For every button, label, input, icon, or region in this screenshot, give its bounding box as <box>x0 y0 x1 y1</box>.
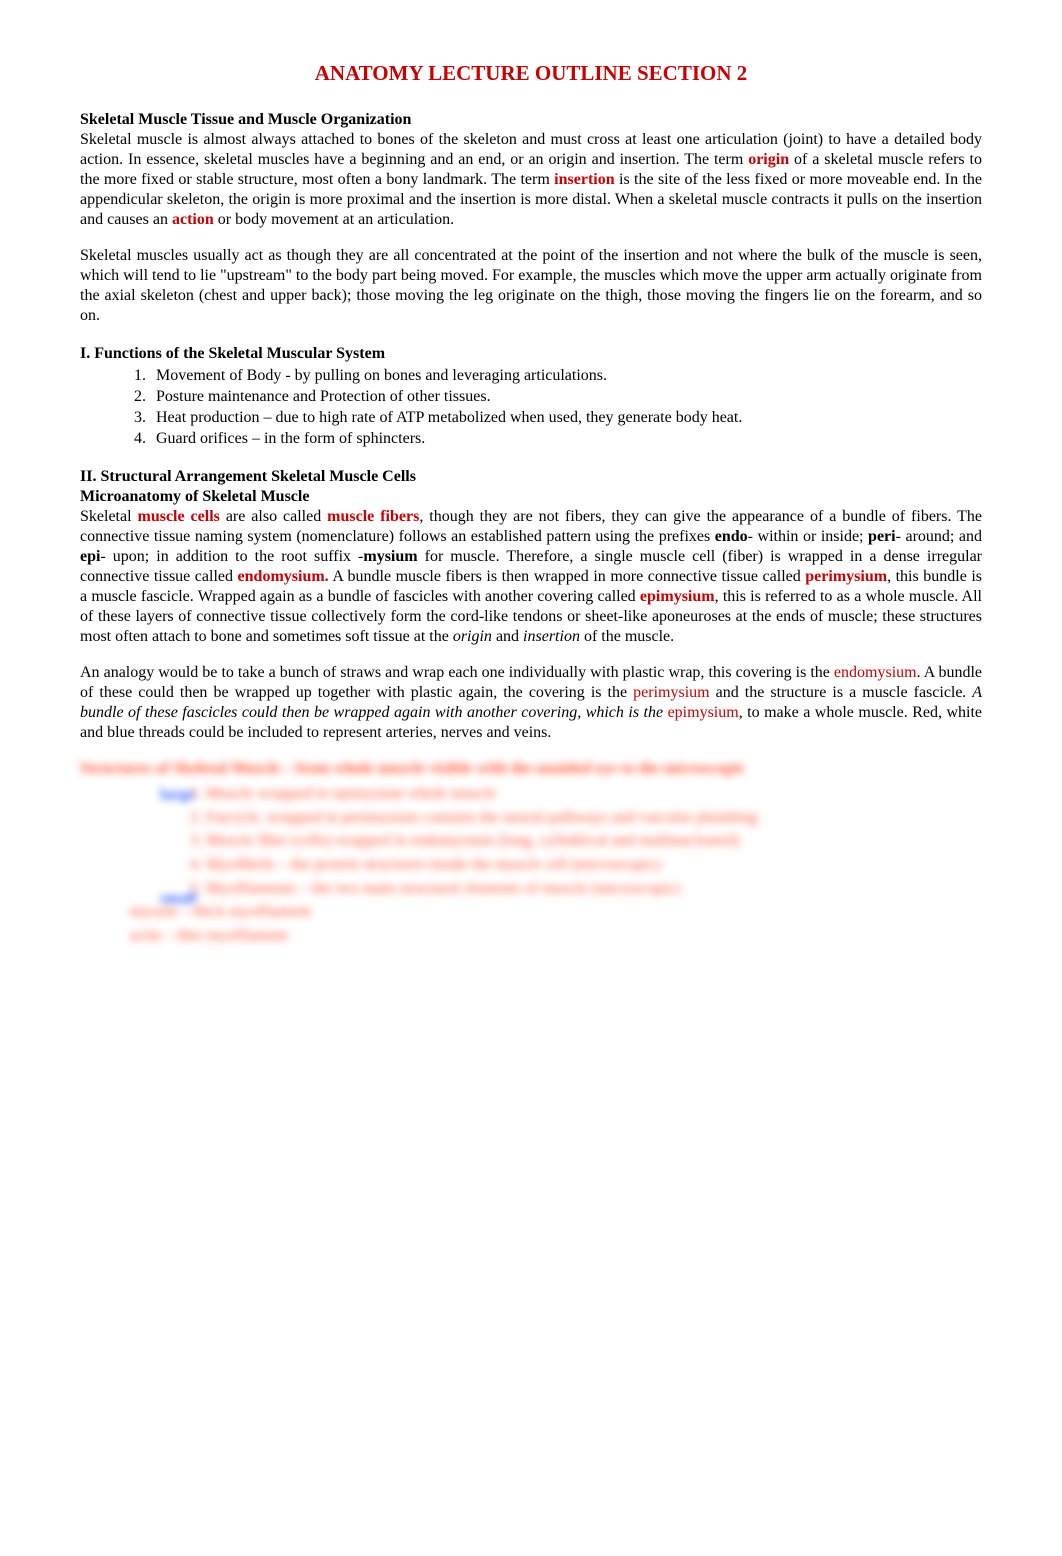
paragraph-intro-2: Skeletal muscles usually act as though t… <box>80 246 982 326</box>
prefix-epi: epi <box>80 548 100 565</box>
text: and <box>492 628 523 645</box>
obscured-heading: Structures of Skeletal Muscle – from who… <box>80 759 982 779</box>
text: or body movement at an articulation. <box>214 211 454 228</box>
section-heading-intro: Skeletal Muscle Tissue and Muscle Organi… <box>80 110 982 130</box>
function-item-2: Posture maintenance and Protection of ot… <box>150 387 982 407</box>
obscured-item: 2. Fascicle, wrapped in perimysium conta… <box>190 807 982 829</box>
term-epimysium: epimysium <box>640 588 715 605</box>
term-perimysium-analogy: perimysium <box>633 684 709 701</box>
term-perimysium: perimysium <box>805 568 887 585</box>
prefix-peri: peri <box>868 528 896 545</box>
term-muscle-cells: muscle cells <box>138 508 220 525</box>
obscured-subitem: myosin – thick myofilament <box>130 901 982 923</box>
text: and the structure is a muscle fascicle <box>710 684 963 701</box>
term-endomysium: endomysium. <box>238 568 329 585</box>
term-origin-italic: origin <box>453 628 492 645</box>
function-item-3: Heat production – due to high rate of AT… <box>150 408 982 428</box>
prefix-endo: endo <box>715 528 748 545</box>
text: - within or inside; <box>748 528 868 545</box>
text: - around; and <box>896 528 982 545</box>
functions-list: Movement of Body - by pulling on bones a… <box>80 366 982 449</box>
text: of the muscle. <box>580 628 674 645</box>
text: Skeletal <box>80 508 138 525</box>
obscured-section: Structures of Skeletal Muscle – from who… <box>80 759 982 946</box>
obscured-item: 3. Muscle fiber (cells) wrapped in endom… <box>190 830 982 852</box>
paragraph-intro-1: Skeletal muscle is almost always attache… <box>80 130 982 230</box>
obscured-item: 5. Myofilaments – the two main structura… <box>190 878 982 900</box>
text: are also called <box>220 508 327 525</box>
section-heading-functions: I. Functions of the Skeletal Muscular Sy… <box>80 344 982 364</box>
term-endomysium-analogy: endomysium <box>834 664 917 681</box>
function-item-4: Guard orifices – in the form of sphincte… <box>150 429 982 449</box>
term-insertion-italic: insertion <box>523 628 580 645</box>
text: - upon; in addition to the root suffix - <box>100 548 363 565</box>
suffix-mysium: mysium <box>363 548 417 565</box>
paragraph-microanatomy: Skeletal muscle cells are also called mu… <box>80 507 982 647</box>
obscured-item: 4. Myofibrils – the protein structures i… <box>190 854 982 876</box>
section-subheading-microanatomy: Microanatomy of Skeletal Muscle <box>80 487 982 507</box>
obscured-list: 1. Muscle wrapped in epimysium whole mus… <box>80 783 982 899</box>
section-heading-structural: II. Structural Arrangement Skeletal Musc… <box>80 467 982 487</box>
term-epimysium-analogy: epimysium <box>668 704 739 721</box>
term-action: action <box>172 211 214 228</box>
term-muscle-fibers: muscle fibers <box>327 508 419 525</box>
text: A bundle muscle fibers is then wrapped i… <box>329 568 806 585</box>
obscured-subitem: actin – thin myofilament <box>130 925 982 947</box>
text: An analogy would be to take a bunch of s… <box>80 664 834 681</box>
paragraph-analogy: An analogy would be to take a bunch of s… <box>80 663 982 743</box>
term-origin: origin <box>748 151 789 168</box>
page-title: ANATOMY LECTURE OUTLINE SECTION 2 <box>80 60 982 86</box>
function-item-1: Movement of Body - by pulling on bones a… <box>150 366 982 386</box>
term-insertion: insertion <box>554 171 614 188</box>
obscured-item: 1. Muscle wrapped in epimysium whole mus… <box>190 783 982 805</box>
obscured-sublist: myosin – thick myofilament actin – thin … <box>80 901 982 946</box>
